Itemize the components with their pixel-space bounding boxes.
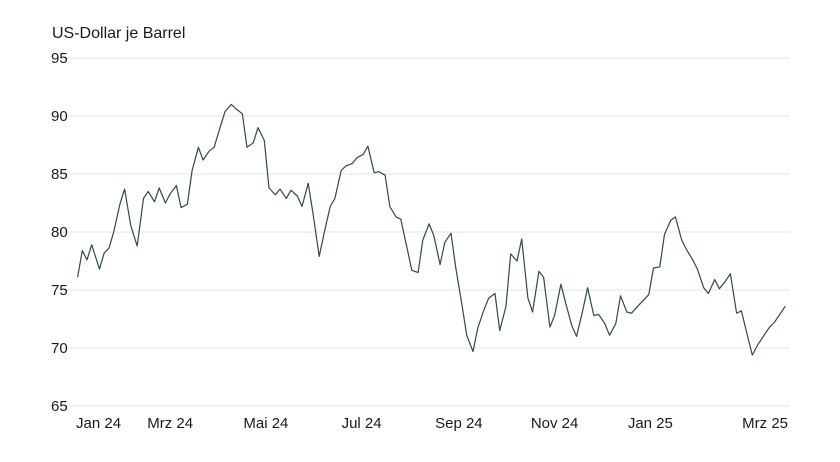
series-line xyxy=(77,103,786,356)
y-tick-label: 80 xyxy=(51,224,68,241)
x-tick-label: Sep 24 xyxy=(435,415,483,432)
gridlines xyxy=(60,57,790,407)
x-axis-ticks: Jan 24 Mrz 24 Mai 24 Jul 24 Sep 24 Nov 24 Jan … xyxy=(76,415,788,432)
y-tick-label: 95 xyxy=(51,50,68,67)
x-tick-label: Mai 24 xyxy=(243,415,288,432)
y-tick-label: 85 xyxy=(51,166,68,183)
x-tick-label: Jul 24 xyxy=(342,415,382,432)
x-tick-label: Jan 25 xyxy=(628,415,673,432)
x-tick-label: Mrz 24 xyxy=(147,415,193,432)
y-tick-label: 90 xyxy=(51,108,68,125)
x-tick-label: Nov 24 xyxy=(531,415,579,432)
y-tick-label: 65 xyxy=(51,398,68,415)
x-tick-label: Jan 24 xyxy=(76,415,121,432)
y-axis-ticks: 65 70 75 80 85 90 95 xyxy=(51,50,68,415)
x-tick-label: Mrz 25 xyxy=(742,415,788,432)
series-layer xyxy=(77,103,786,356)
y-tick-label: 70 xyxy=(51,340,68,357)
y-tick-label: 75 xyxy=(51,282,68,299)
y-axis-title: US-Dollar je Barrel xyxy=(52,25,185,42)
